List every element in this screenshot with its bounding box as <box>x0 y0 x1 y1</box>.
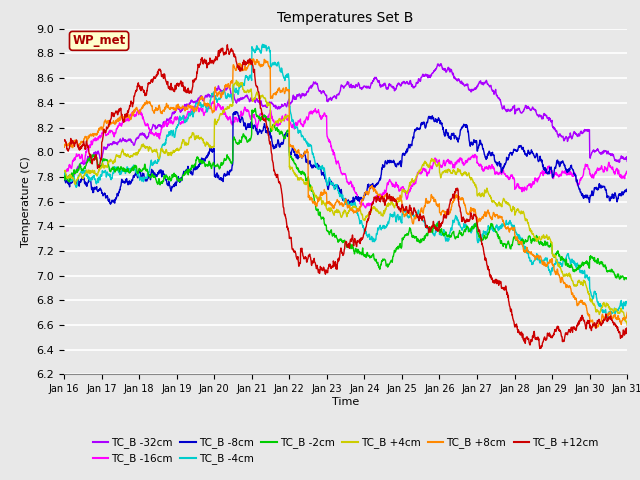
Y-axis label: Temperature (C): Temperature (C) <box>21 156 31 247</box>
X-axis label: Time: Time <box>332 397 359 407</box>
Title: Temperatures Set B: Temperatures Set B <box>277 11 414 25</box>
Legend: TC_B -32cm, TC_B -16cm, TC_B -8cm, TC_B -4cm, TC_B -2cm, TC_B +4cm, TC_B +8cm, T: TC_B -32cm, TC_B -16cm, TC_B -8cm, TC_B … <box>88 433 603 468</box>
Text: WP_met: WP_met <box>72 35 125 48</box>
